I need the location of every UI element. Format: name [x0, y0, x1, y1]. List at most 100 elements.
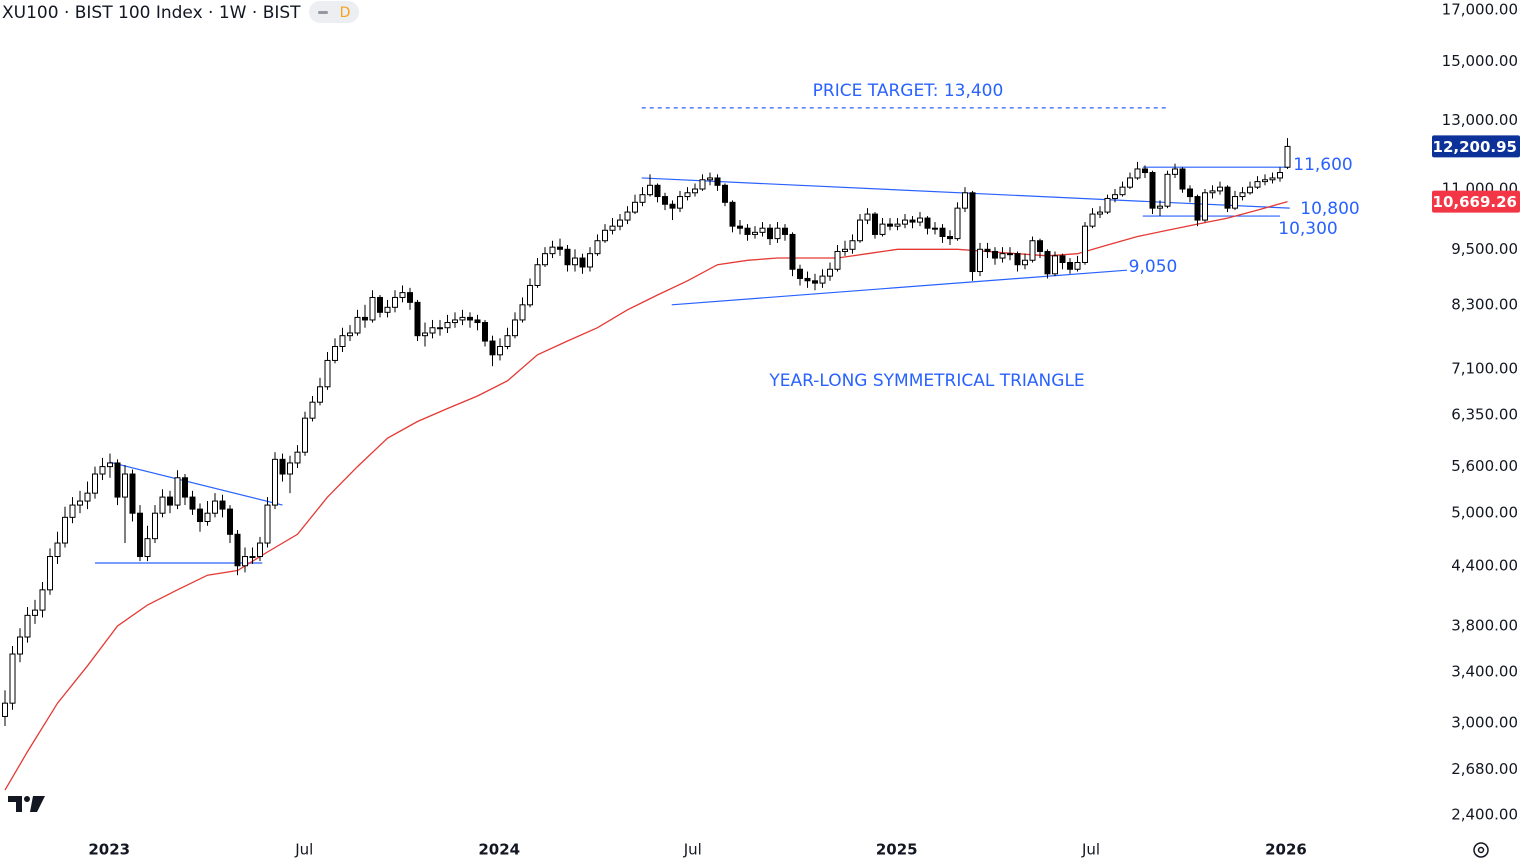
candle-body: [917, 217, 924, 223]
candle-body: [744, 227, 751, 235]
candle-body: [819, 275, 826, 284]
candle-body: [714, 177, 721, 186]
candle-body: [227, 508, 234, 535]
candle-body: [219, 500, 226, 510]
candle-body: [377, 296, 384, 313]
price-badge: [1432, 190, 1520, 213]
chart-title: XU100 · BIST 100 Index · 1W · BIST: [2, 3, 301, 23]
candle-body: [324, 359, 331, 388]
candle-body: [954, 207, 961, 240]
candle-body: [407, 292, 414, 303]
candle-body: [1104, 197, 1111, 213]
candle-body: [1254, 181, 1261, 188]
y-tick-label: 3,800.00: [1451, 617, 1518, 635]
candle-body: [24, 614, 31, 638]
candle-body: [489, 340, 496, 356]
candle-body: [459, 316, 466, 321]
candle-body: [737, 225, 744, 229]
candle-body: [1247, 186, 1254, 194]
candle-body: [572, 257, 579, 266]
candle-body: [759, 227, 766, 233]
candle-body: [107, 462, 114, 468]
candle-body: [594, 240, 601, 255]
settings-icon[interactable]: [1473, 842, 1489, 858]
candle-body: [114, 462, 121, 498]
candle-body: [1134, 168, 1141, 179]
candle-body: [587, 253, 594, 268]
candle-body: [504, 335, 511, 347]
candle-body: [399, 292, 406, 298]
candle-body: [1022, 259, 1029, 266]
candle-body: [977, 248, 984, 273]
candle-body: [414, 301, 421, 337]
candle-body: [452, 319, 459, 324]
candle-body: [999, 253, 1006, 259]
candle-body: [1142, 168, 1149, 174]
candle-body: [669, 203, 676, 209]
y-tick-label: 5,000.00: [1451, 504, 1518, 522]
y-tick-label: 3,000.00: [1451, 714, 1518, 732]
candle-body: [1209, 190, 1216, 194]
candle-body: [909, 219, 916, 223]
candle-body: [39, 589, 46, 611]
candle-body: [429, 327, 436, 334]
candle-body: [834, 250, 841, 270]
candle-body: [947, 236, 954, 240]
price-badge-label: 10,669.26: [1433, 193, 1517, 211]
candle-body: [234, 533, 241, 567]
candle-body: [474, 319, 481, 324]
candle-body: [557, 246, 564, 250]
candle-body: [204, 512, 211, 523]
annotation: PRICE TARGET: 13,400: [813, 81, 1004, 101]
candle-body: [197, 508, 204, 523]
candle-body: [654, 184, 661, 198]
candle-body: [1157, 205, 1164, 209]
candle-body: [527, 284, 534, 306]
candle-body: [77, 500, 84, 506]
candle-body: [1097, 211, 1104, 215]
annotation: 10,300: [1278, 219, 1337, 239]
y-tick-label: 7,100.00: [1451, 360, 1518, 378]
candle-body: [257, 542, 264, 558]
interval-pill[interactable]: [309, 1, 359, 23]
candle-body: [497, 345, 504, 356]
candle-body: [1269, 177, 1276, 181]
candle-body: [662, 196, 669, 205]
candle-body: [767, 227, 774, 240]
candle-body: [804, 277, 811, 282]
annotation: 11,600: [1293, 155, 1352, 175]
x-tick-label: 2023: [88, 841, 130, 859]
candle-body: [684, 192, 691, 198]
y-tick-label: 8,300.00: [1451, 295, 1518, 313]
candle-body: [384, 306, 391, 313]
candle-body: [339, 335, 346, 347]
y-tick-label: 17,000.00: [1442, 1, 1518, 19]
candle-body: [639, 194, 646, 203]
candle-body: [84, 492, 91, 502]
trend-line: [671, 269, 1128, 306]
candle-body: [1089, 213, 1096, 227]
candle-body: [189, 496, 196, 510]
y-tick-label: 5,600.00: [1451, 457, 1518, 475]
candle-body: [167, 496, 174, 506]
candle-body: [1014, 253, 1021, 266]
candle-body: [1044, 250, 1051, 275]
y-tick-label: 15,000.00: [1442, 52, 1518, 70]
candle-body: [1179, 168, 1186, 190]
candle-body: [1082, 225, 1089, 263]
candle-body: [1067, 261, 1074, 270]
candle-body: [1029, 240, 1036, 261]
candle-body: [99, 466, 106, 475]
candle-body: [1262, 179, 1269, 183]
y-tick-label: 4,400.00: [1451, 556, 1518, 574]
candle-body: [692, 188, 699, 194]
candle-body: [249, 556, 256, 559]
candle-body: [617, 219, 624, 227]
candle-body: [774, 227, 781, 240]
annotation: YEAR-LONG SYMMETRICAL TRIANGLE: [768, 371, 1084, 391]
price-badge: [1432, 135, 1520, 158]
annotation: 9,050: [1129, 257, 1178, 277]
candle-body: [872, 213, 879, 235]
candle-body: [174, 477, 181, 506]
